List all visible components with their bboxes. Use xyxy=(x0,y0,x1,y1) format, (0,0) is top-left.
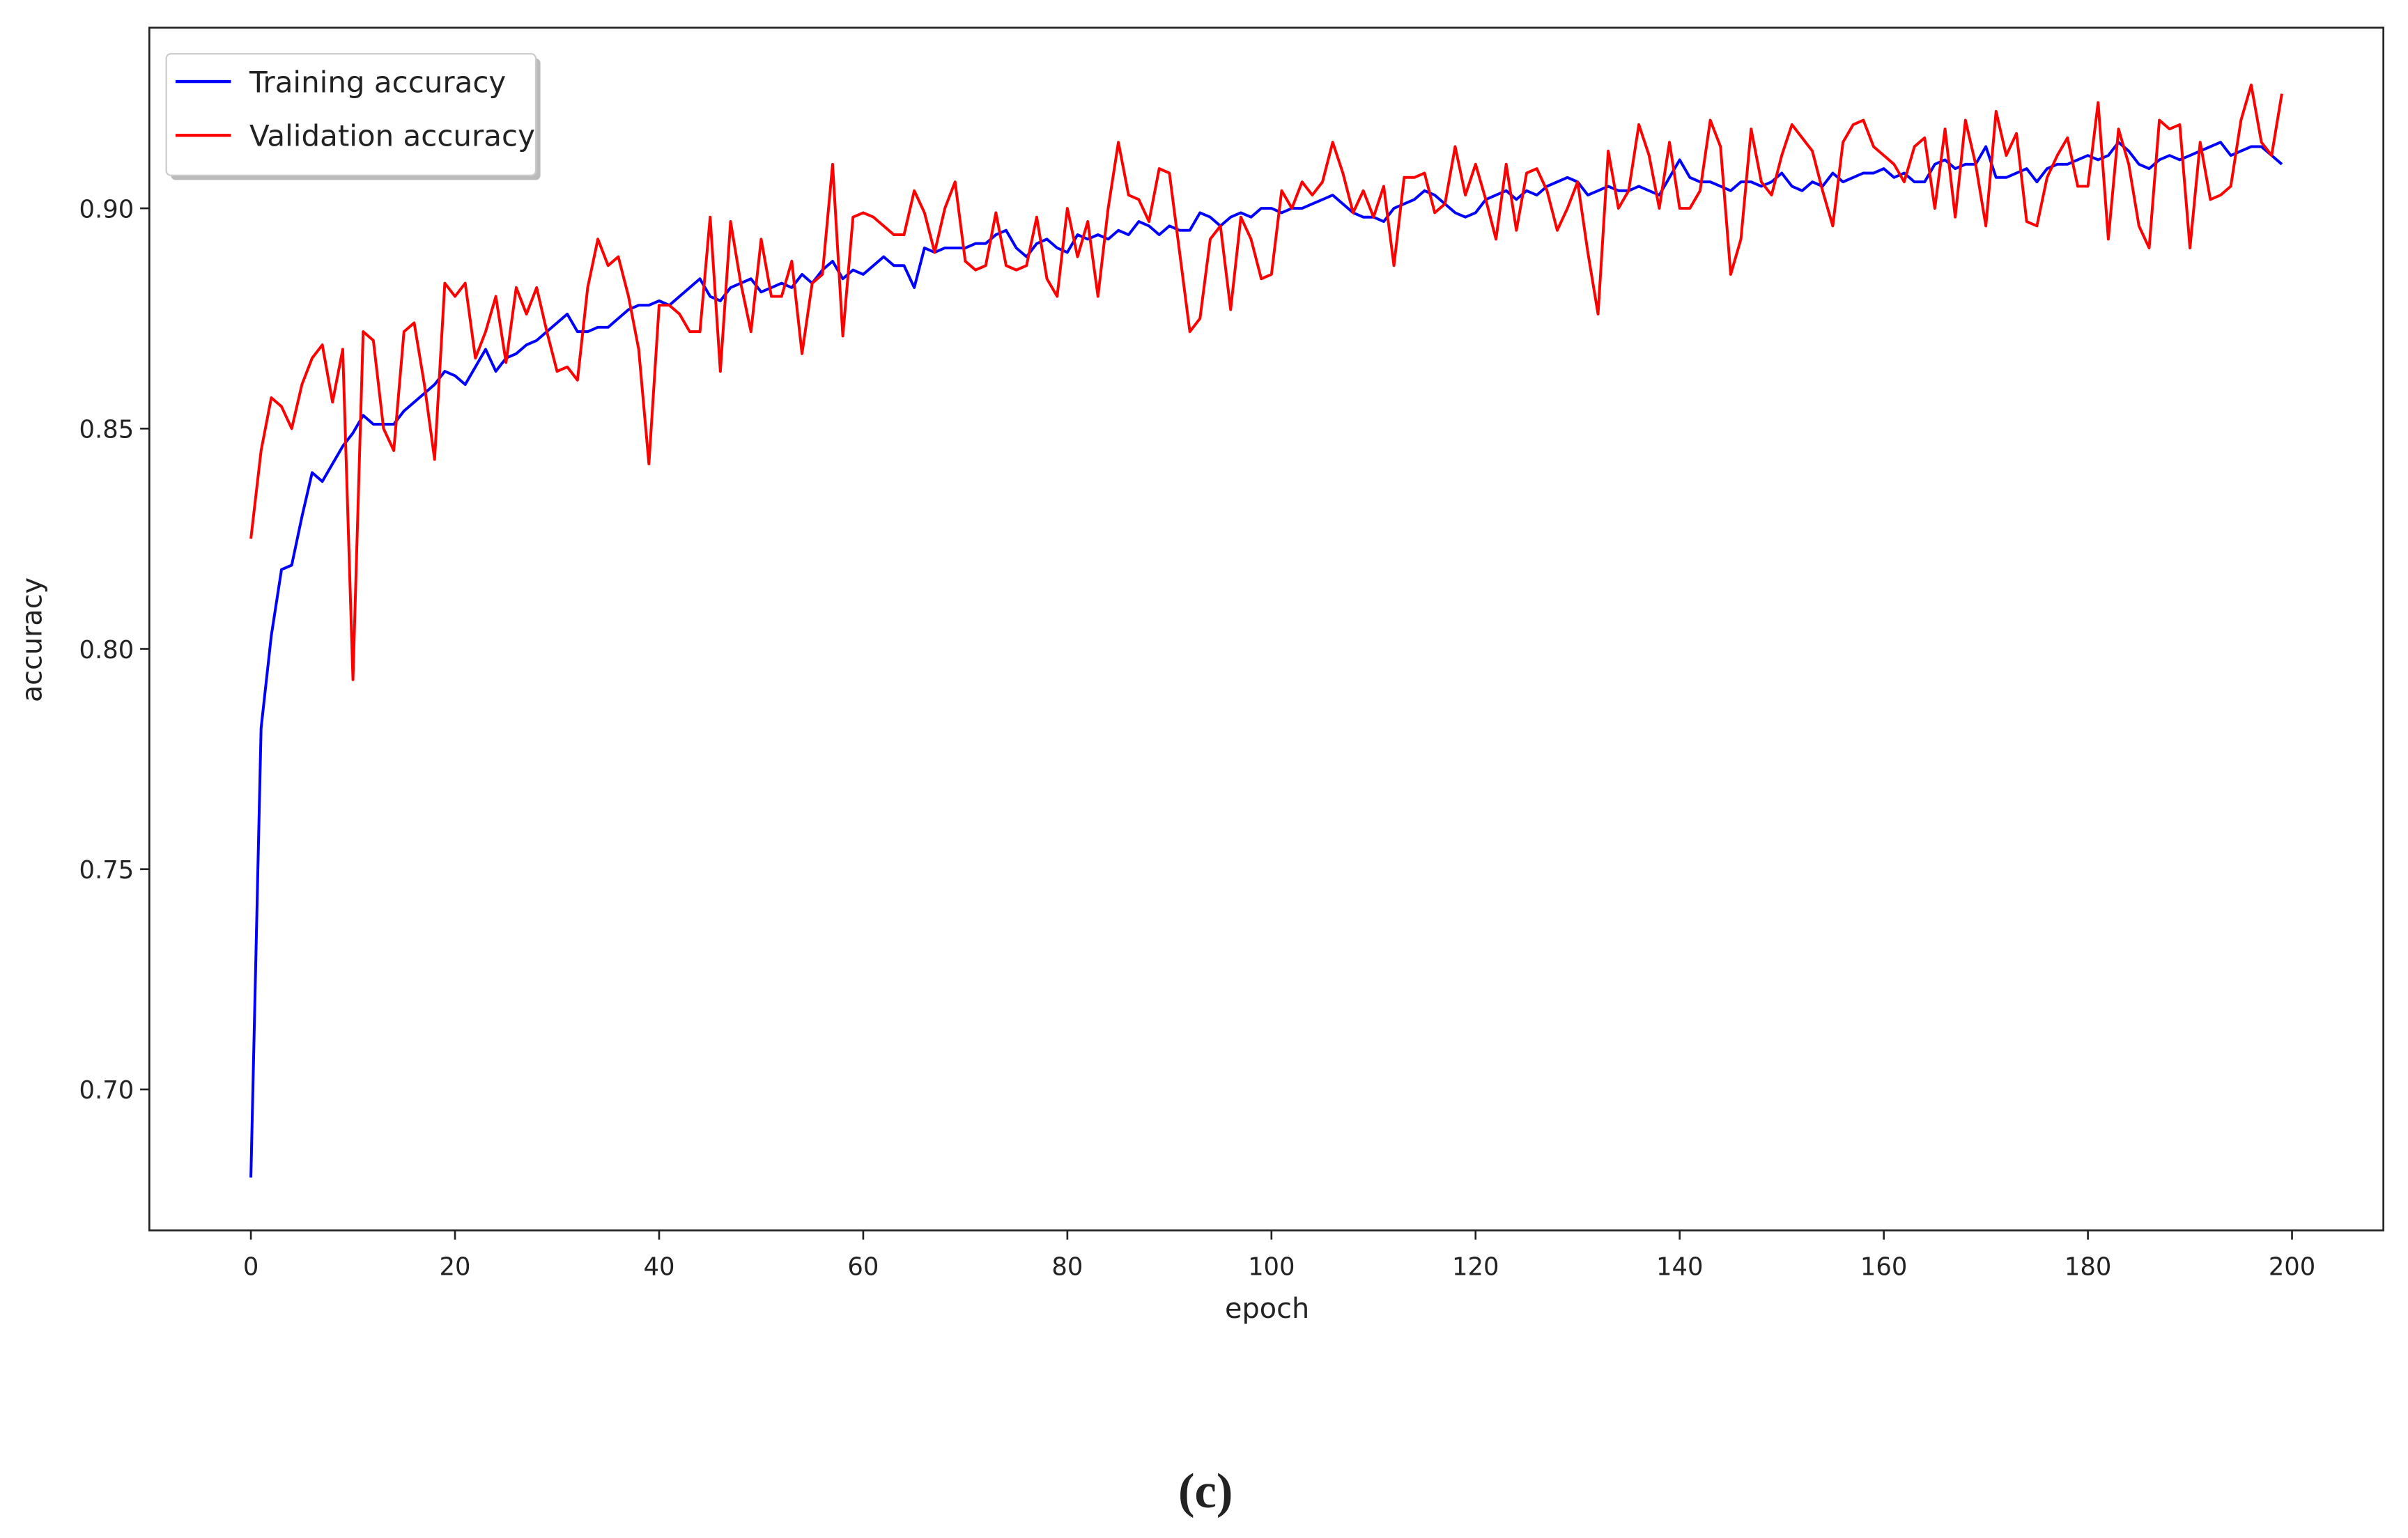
x-tick-label: 100 xyxy=(1248,1252,1295,1281)
x-tick-label: 160 xyxy=(1860,1252,1907,1281)
y-tick-label: 0.80 xyxy=(79,636,134,665)
x-tick-label: 40 xyxy=(643,1252,674,1281)
x-tick-label: 200 xyxy=(2269,1252,2315,1281)
x-tick-label: 60 xyxy=(847,1252,879,1281)
plot-frame xyxy=(148,26,2384,1232)
x-axis-label: epoch xyxy=(1225,1293,1309,1325)
x-tick-label: 80 xyxy=(1051,1252,1083,1281)
caption: (c) xyxy=(1178,1464,1233,1518)
x-tick-label: 180 xyxy=(2064,1252,2111,1281)
y-tick-label: 0.90 xyxy=(79,195,134,224)
y-axis-label: accuracy xyxy=(17,577,49,702)
legend-label: Training accuracy xyxy=(249,65,506,99)
legend-label: Validation accuracy xyxy=(249,119,535,153)
y-tick-label: 0.85 xyxy=(79,416,134,444)
y-tick-label: 0.75 xyxy=(79,856,134,885)
legend-box xyxy=(165,53,537,176)
series-line xyxy=(249,141,2283,1178)
y-tick-label: 0.70 xyxy=(79,1076,134,1105)
x-tick-label: 0 xyxy=(243,1252,258,1281)
x-tick-label: 20 xyxy=(440,1252,471,1281)
x-tick-label: 140 xyxy=(1656,1252,1703,1281)
series-line xyxy=(249,83,2283,681)
x-tick-label: 120 xyxy=(1452,1252,1499,1281)
